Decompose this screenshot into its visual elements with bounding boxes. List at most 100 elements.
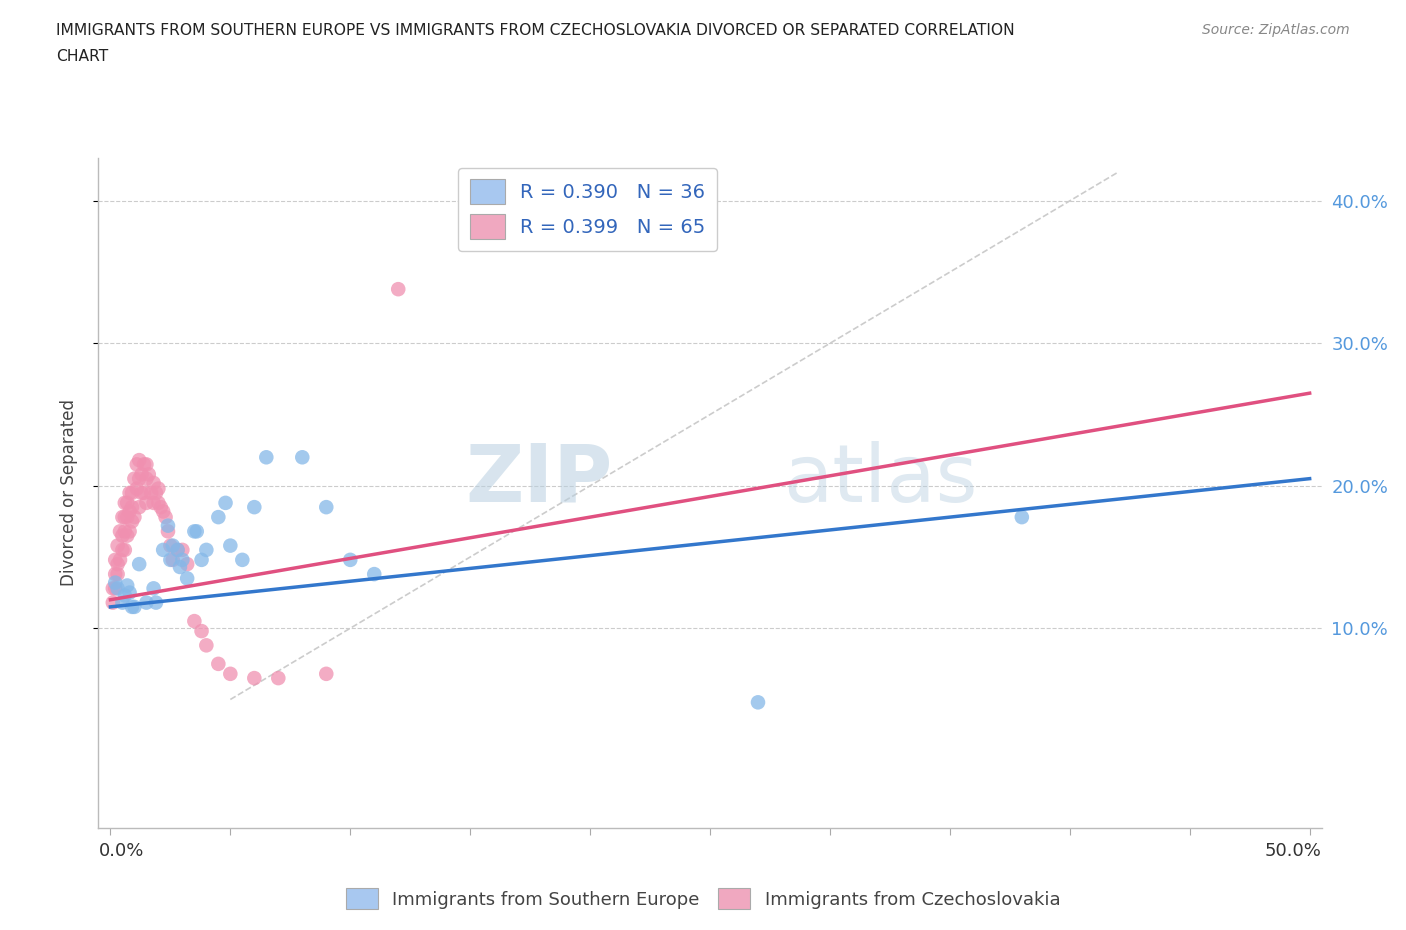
Point xyxy=(186,524,208,538)
Point xyxy=(176,557,198,572)
Point xyxy=(315,667,337,682)
Text: 50.0%: 50.0% xyxy=(1265,842,1322,859)
Point xyxy=(107,557,129,572)
Point xyxy=(219,667,242,682)
Point xyxy=(155,510,177,525)
Point xyxy=(195,638,218,653)
Point xyxy=(176,571,198,586)
Point xyxy=(149,499,172,514)
Point xyxy=(363,566,385,581)
Point xyxy=(339,552,361,567)
Point xyxy=(219,538,242,553)
Point xyxy=(115,510,138,525)
Point xyxy=(114,588,136,603)
Text: 0.0%: 0.0% xyxy=(98,842,143,859)
Point xyxy=(243,671,266,685)
Point xyxy=(118,504,141,519)
Text: ZIP: ZIP xyxy=(465,441,612,519)
Point xyxy=(111,510,134,525)
Point xyxy=(169,560,191,575)
Point xyxy=(387,282,409,297)
Point xyxy=(207,510,229,525)
Point xyxy=(108,552,131,567)
Point xyxy=(118,485,141,500)
Point xyxy=(267,671,290,685)
Point xyxy=(115,578,138,593)
Point xyxy=(172,552,194,567)
Point xyxy=(172,542,194,557)
Point xyxy=(190,624,212,639)
Point xyxy=(156,518,179,533)
Point xyxy=(125,457,148,472)
Point xyxy=(121,499,143,514)
Point xyxy=(145,595,167,610)
Text: Source: ZipAtlas.com: Source: ZipAtlas.com xyxy=(1202,23,1350,37)
Point xyxy=(141,485,163,500)
Point xyxy=(145,485,167,500)
Point xyxy=(142,475,165,490)
Point xyxy=(135,496,157,511)
Point xyxy=(111,528,134,543)
Legend: R = 0.390   N = 36, R = 0.399   N = 65: R = 0.390 N = 36, R = 0.399 N = 65 xyxy=(458,167,717,251)
Point xyxy=(128,499,150,514)
Point xyxy=(108,524,131,538)
Point xyxy=(104,581,127,596)
Point xyxy=(114,542,136,557)
Y-axis label: Divorced or Separated: Divorced or Separated xyxy=(59,399,77,587)
Point xyxy=(121,600,143,615)
Point xyxy=(101,595,124,610)
Point xyxy=(124,600,146,615)
Point xyxy=(183,614,205,629)
Point xyxy=(190,552,212,567)
Legend: Immigrants from Southern Europe, Immigrants from Czechoslovakia: Immigrants from Southern Europe, Immigra… xyxy=(339,881,1067,916)
Point xyxy=(162,552,184,567)
Point xyxy=(121,514,143,529)
Point xyxy=(128,472,150,486)
Point xyxy=(118,585,141,600)
Point xyxy=(135,472,157,486)
Point xyxy=(125,481,148,496)
Point xyxy=(101,581,124,596)
Point xyxy=(107,538,129,553)
Point xyxy=(243,499,266,514)
Point xyxy=(148,496,170,511)
Text: CHART: CHART xyxy=(56,49,108,64)
Point xyxy=(114,496,136,511)
Point xyxy=(183,524,205,538)
Point xyxy=(166,542,188,557)
Point xyxy=(132,457,155,472)
Point xyxy=(159,552,181,567)
Point xyxy=(121,485,143,500)
Point xyxy=(115,528,138,543)
Point xyxy=(1011,510,1033,525)
Point xyxy=(152,504,174,519)
Point xyxy=(114,524,136,538)
Point xyxy=(152,542,174,557)
Point xyxy=(115,496,138,511)
Text: atlas: atlas xyxy=(783,441,977,519)
Point xyxy=(156,524,179,538)
Point xyxy=(111,542,134,557)
Point xyxy=(148,481,170,496)
Point xyxy=(747,695,769,710)
Point xyxy=(162,538,184,553)
Point xyxy=(159,538,181,553)
Point xyxy=(107,566,129,581)
Point xyxy=(135,457,157,472)
Point xyxy=(118,524,141,538)
Point xyxy=(142,581,165,596)
Point xyxy=(132,485,155,500)
Point xyxy=(131,485,153,500)
Point xyxy=(124,510,146,525)
Point xyxy=(231,552,253,567)
Point xyxy=(114,510,136,525)
Point xyxy=(195,542,218,557)
Point xyxy=(124,472,146,486)
Point xyxy=(128,557,150,572)
Point xyxy=(135,595,157,610)
Point xyxy=(254,450,277,465)
Point xyxy=(111,595,134,610)
Point xyxy=(131,467,153,482)
Point xyxy=(107,581,129,596)
Point xyxy=(315,499,337,514)
